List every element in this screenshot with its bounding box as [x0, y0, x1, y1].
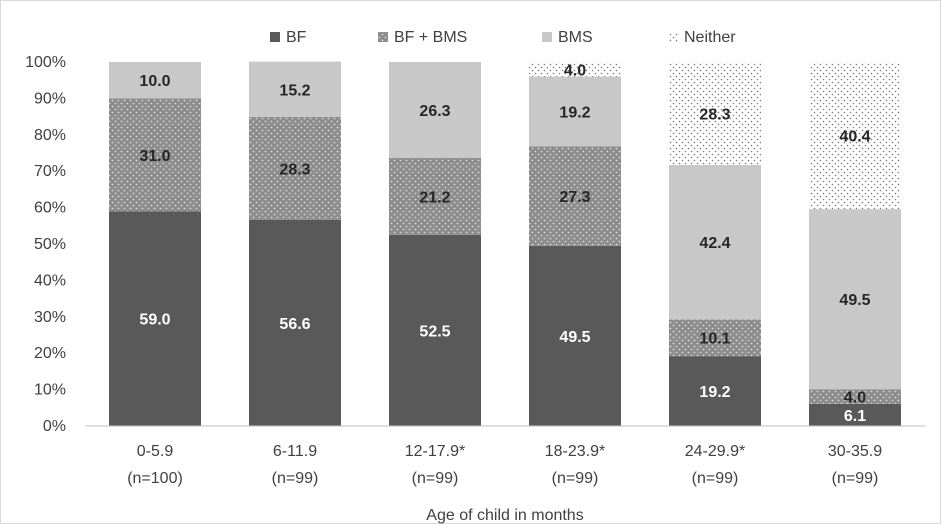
data-label: 10.1	[699, 331, 730, 348]
bar-segment-bms	[249, 61, 341, 117]
bar-segment-neither	[529, 62, 621, 77]
bar-segment-bf	[249, 219, 341, 426]
bars: 59.0 31.0 10.0 56.6 28.3 15.2 52.5 21.2 26.3 49.5…	[109, 61, 901, 426]
bar-stack: 49.5 27.3 19.2 4.0	[529, 62, 621, 426]
x-tick-sublabel: (n=99)	[412, 470, 459, 487]
y-tick-label: 70%	[34, 163, 66, 180]
bar-segment-bf-bms	[809, 389, 901, 404]
y-tick-label: 40%	[34, 272, 66, 289]
x-tick-label: 18-23.9*	[545, 443, 606, 460]
x-tick-sublabel: (n=99)	[552, 470, 599, 487]
x-tick-sublabel: (n=99)	[692, 470, 739, 487]
data-label: 49.5	[839, 292, 870, 309]
data-label: 40.4	[839, 129, 870, 146]
legend-label: Neither	[684, 29, 736, 46]
bar-segment-bf	[529, 245, 621, 426]
data-label: 19.2	[699, 384, 730, 401]
bar-segment-bf	[669, 356, 761, 426]
y-tick-label: 100%	[25, 54, 66, 71]
legend-item: BMS	[542, 29, 593, 46]
bar-stack: 59.0 31.0 10.0	[109, 62, 201, 426]
x-tick-sublabel: (n=100)	[127, 470, 183, 487]
bar-segment-bf	[809, 403, 901, 426]
bar-segment-bf	[389, 234, 481, 426]
legend-item: BF + BMS	[378, 29, 467, 46]
bar-segment-bf-bms	[109, 98, 201, 212]
y-axis: 0% 10% 20% 30% 40% 50% 60% 70% 80% 90% 100%	[25, 54, 66, 435]
legend: BF BF + BMS BMS Neither	[270, 29, 736, 46]
bar-segment-bms	[669, 165, 761, 320]
bar-segment-bf	[109, 211, 201, 426]
bar-stack: 52.5 21.2 26.3	[389, 62, 481, 426]
bar-segment-bf-bms	[249, 116, 341, 220]
bar-segment-bms	[809, 209, 901, 390]
x-tick-sublabel: (n=99)	[272, 470, 319, 487]
y-tick-label: 10%	[34, 382, 66, 399]
x-axis: 0-5.9 (n=100) 6-11.9 (n=99) 12-17.9* (n=99) 18…	[85, 425, 925, 487]
x-tick-label: 30-35.9	[828, 443, 882, 460]
data-label: 56.6	[279, 316, 310, 333]
y-tick-label: 60%	[34, 200, 66, 217]
legend-item: BF	[270, 29, 307, 46]
data-label: 59.0	[139, 312, 170, 329]
data-label: 19.2	[559, 105, 590, 122]
x-tick-label: 6-11.9	[273, 443, 317, 460]
data-label: 4.0	[844, 390, 866, 407]
data-label: 28.3	[279, 161, 310, 178]
bar-segment-bms	[389, 62, 481, 158]
bar-segment-bms	[529, 76, 621, 147]
x-axis-title: Age of child in months	[426, 507, 583, 524]
data-label: 21.2	[419, 189, 450, 206]
data-label: 27.3	[559, 189, 590, 206]
x-tick-label: 0-5.9	[137, 443, 174, 460]
legend-swatch	[270, 32, 280, 42]
data-label: 28.3	[699, 107, 730, 124]
legend-swatch	[542, 32, 552, 42]
y-tick-label: 90%	[34, 90, 66, 107]
bar-segment-bms	[109, 62, 201, 99]
data-label: 31.0	[139, 148, 170, 165]
x-tick-label: 12-17.9*	[405, 443, 466, 460]
legend-label: BF	[286, 29, 307, 46]
data-label: 10.0	[139, 73, 170, 90]
y-tick-label: 30%	[34, 309, 66, 326]
y-tick-label: 50%	[34, 236, 66, 253]
data-label: 4.0	[564, 62, 586, 79]
x-tick-sublabel: (n=99)	[832, 470, 879, 487]
y-tick-label: 80%	[34, 127, 66, 144]
bar-stack: 6.14.0 49.5 40.4	[809, 62, 901, 426]
bar-segment-bf-bms	[529, 146, 621, 246]
legend-item: Neither	[668, 29, 736, 46]
data-label: 42.4	[699, 235, 730, 252]
legend-label: BF + BMS	[394, 29, 467, 46]
bar-stack: 56.6 28.3 15.2	[249, 61, 341, 426]
bar-stack: 19.2 10.1 42.4 28.3	[669, 62, 761, 426]
bar-segment-neither	[669, 62, 761, 166]
bar-segment-bf-bms	[389, 157, 481, 235]
data-label: 26.3	[419, 103, 450, 120]
data-label: 52.5	[419, 323, 450, 340]
bar-segment-neither	[809, 62, 901, 210]
legend-label: BMS	[558, 29, 593, 46]
legend-swatch	[668, 32, 678, 42]
x-tick-label: 24-29.9*	[685, 443, 746, 460]
y-tick-label: 0%	[43, 418, 66, 435]
bar-segment-bf-bms	[669, 319, 761, 357]
y-tick-label: 20%	[34, 345, 66, 362]
data-label: 49.5	[559, 329, 590, 346]
legend-swatch	[378, 32, 388, 42]
data-label: 15.2	[279, 82, 310, 99]
data-label: 6.1	[844, 408, 866, 425]
